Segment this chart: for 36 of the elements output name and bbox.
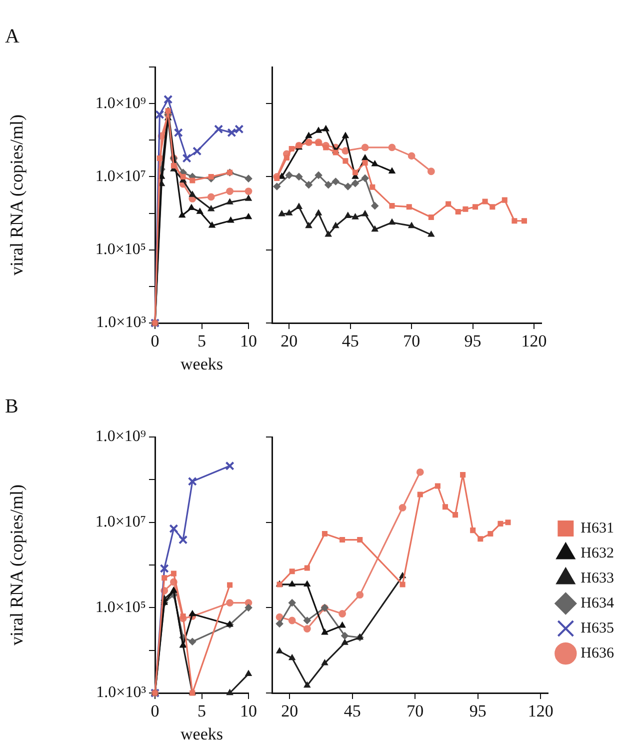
x-tick-label: 70 — [403, 332, 420, 351]
y-tick-label: 1.0×10⁷ — [95, 514, 146, 531]
y-tick-label: 1.0×10³ — [96, 314, 146, 332]
legend-label: H631 — [580, 520, 614, 536]
legend-label: H636 — [580, 645, 614, 662]
y-axis-title: viral RNA (copies/ml) — [6, 114, 27, 276]
y-tick-label: 1.0×10⁹ — [95, 428, 146, 446]
x-tick-label: 95 — [469, 702, 486, 721]
x-axis-title: weeks — [180, 724, 223, 744]
y-tick-label: 1.0×10⁷ — [95, 168, 146, 185]
x-tick-label: 120 — [528, 702, 554, 721]
x-tick-label: 120 — [521, 332, 547, 351]
legend-label: H633 — [580, 570, 614, 586]
y-tick-label: 1.0×10³ — [96, 684, 146, 702]
x-tick-label: 10 — [240, 332, 257, 351]
chart-title: B — [5, 395, 18, 418]
x-tick-label: 20 — [281, 702, 298, 721]
x-axis-title: weeks — [180, 354, 223, 374]
x-tick-label: 5 — [198, 332, 206, 351]
y-axis-title: viral RNA (copies/ml) — [6, 484, 27, 646]
legend-label: H634 — [580, 595, 614, 612]
x-tick-label: 10 — [240, 702, 257, 721]
x-tick-label: 95 — [464, 332, 482, 351]
x-tick-label: 5 — [198, 702, 206, 721]
x-tick-label: 0 — [150, 702, 160, 721]
x-tick-label: 45 — [342, 332, 359, 351]
legend-label: H635 — [580, 620, 614, 636]
x-tick-label: 20 — [280, 332, 298, 351]
legend-label: H632 — [580, 545, 614, 562]
chart-title: A — [5, 25, 20, 48]
x-tick-label: 0 — [150, 332, 160, 351]
y-tick-label: 1.0×10⁵ — [95, 241, 146, 258]
y-tick-label: 1.0×10⁹ — [95, 94, 146, 112]
y-tick-label: 1.0×10⁵ — [95, 598, 146, 616]
x-tick-label: 45 — [344, 702, 361, 721]
x-tick-label: 70 — [406, 702, 424, 721]
